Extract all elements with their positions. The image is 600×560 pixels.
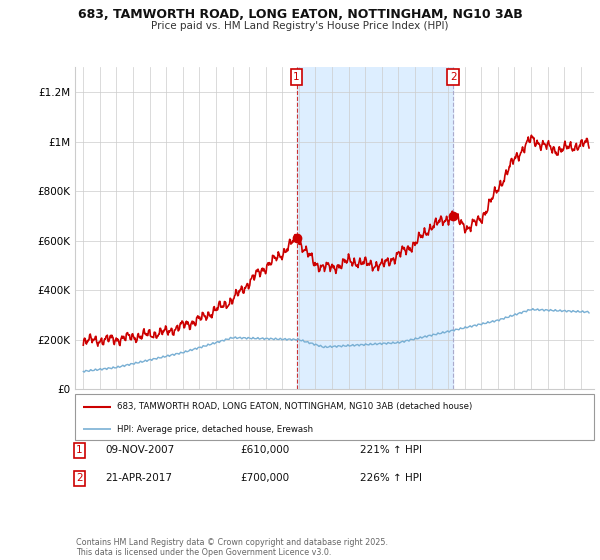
Text: 21-APR-2017: 21-APR-2017 <box>105 473 172 483</box>
Text: 1: 1 <box>76 445 83 455</box>
Text: 221% ↑ HPI: 221% ↑ HPI <box>360 445 422 455</box>
Text: 1: 1 <box>293 72 300 82</box>
Bar <box>296 67 453 389</box>
Text: HPI: Average price, detached house, Erewash: HPI: Average price, detached house, Erew… <box>116 425 313 434</box>
Text: Contains HM Land Registry data © Crown copyright and database right 2025.
This d: Contains HM Land Registry data © Crown c… <box>76 538 388 557</box>
Text: 683, TAMWORTH ROAD, LONG EATON, NOTTINGHAM, NG10 3AB (detached house): 683, TAMWORTH ROAD, LONG EATON, NOTTINGH… <box>116 402 472 411</box>
FancyBboxPatch shape <box>75 394 594 440</box>
Text: £610,000: £610,000 <box>240 445 289 455</box>
Text: Price paid vs. HM Land Registry's House Price Index (HPI): Price paid vs. HM Land Registry's House … <box>151 21 449 31</box>
Text: 683, TAMWORTH ROAD, LONG EATON, NOTTINGHAM, NG10 3AB: 683, TAMWORTH ROAD, LONG EATON, NOTTINGH… <box>77 8 523 21</box>
Text: 226% ↑ HPI: 226% ↑ HPI <box>360 473 422 483</box>
Text: 09-NOV-2007: 09-NOV-2007 <box>105 445 174 455</box>
Text: 2: 2 <box>450 72 457 82</box>
Text: 2: 2 <box>76 473 83 483</box>
Text: £700,000: £700,000 <box>240 473 289 483</box>
